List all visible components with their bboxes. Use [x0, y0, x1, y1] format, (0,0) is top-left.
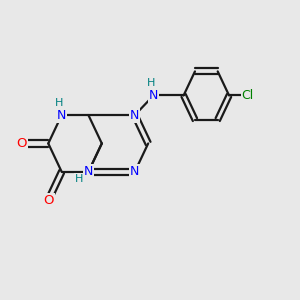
- Text: H: H: [147, 78, 155, 88]
- Text: N: N: [84, 165, 93, 178]
- Text: N: N: [57, 109, 66, 122]
- Text: N: N: [130, 109, 140, 122]
- Text: H: H: [75, 174, 83, 184]
- Text: Cl: Cl: [242, 89, 254, 102]
- Text: O: O: [16, 137, 27, 150]
- Text: N: N: [84, 165, 93, 178]
- Text: O: O: [43, 194, 53, 207]
- Text: N: N: [149, 89, 158, 102]
- Text: H: H: [55, 98, 64, 108]
- Text: N: N: [130, 165, 140, 178]
